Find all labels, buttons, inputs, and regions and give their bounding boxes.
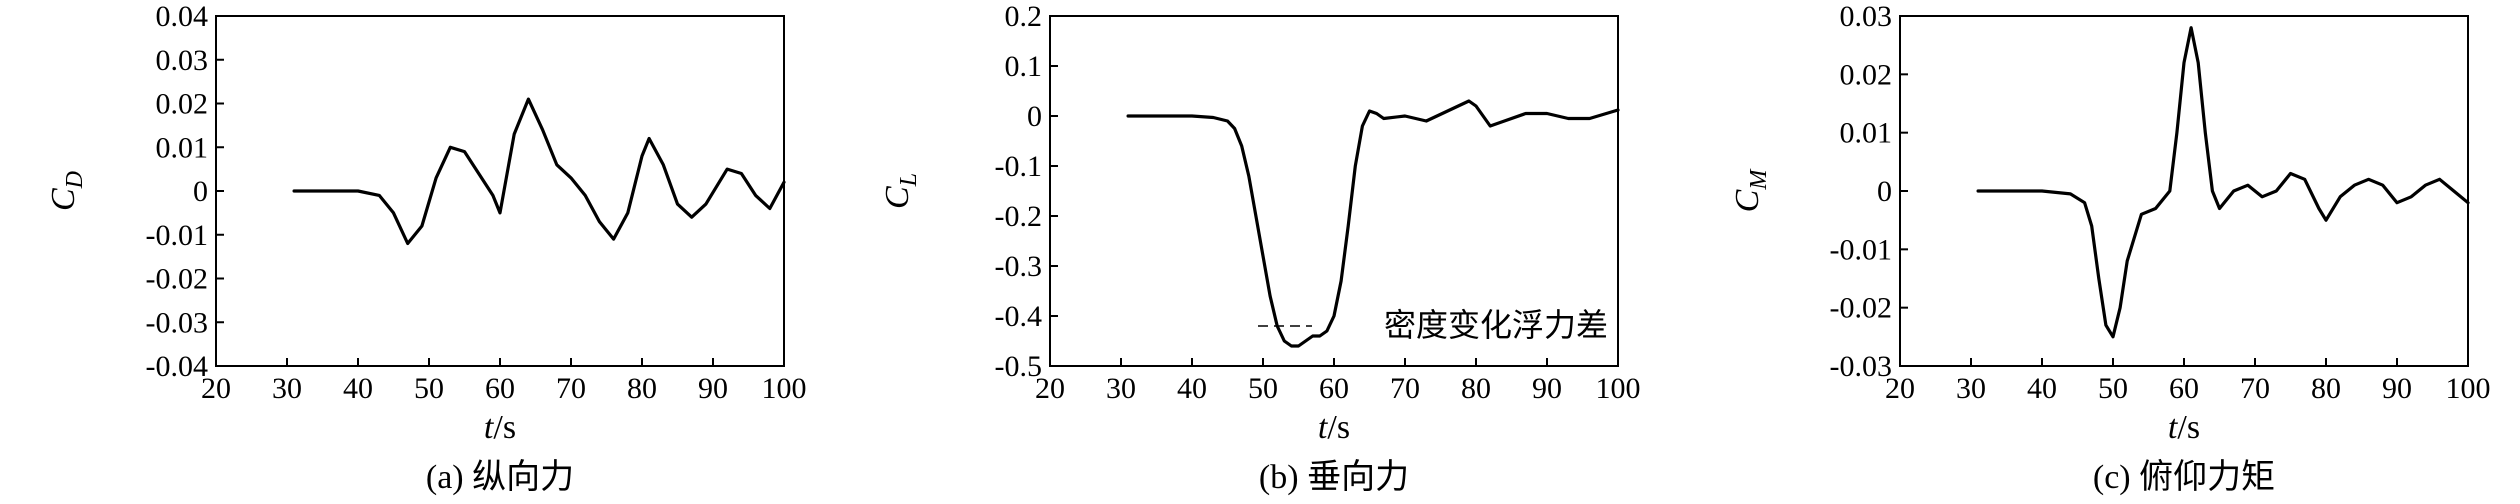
x-tick-label: 80 [627,372,657,405]
y-tick-label: 0 [1877,175,1892,208]
y-tick-label: 0.04 [156,0,209,33]
chart-panel-1: 20 30 40 50 60 70 80 90 100 0.04 0.03 0.02 0.01 0 -0.0… [45,0,807,496]
y-tick-label: -0.02 [1830,292,1893,325]
y-axis-label-sub: M [1746,168,1772,191]
x-tick-label: 40 [343,372,373,405]
x-tick-label: 20 [1035,372,1065,405]
x-tick-label: 100 [2446,372,2491,405]
x-axis-label-unit: /s [493,409,516,446]
x-axis-label-unit: /s [2177,409,2200,446]
y-axis-label-sub: D [62,171,88,189]
y-tick-label: 0.1 [1005,50,1043,83]
series-line-1 [1976,26,2470,339]
series-line-1 [292,97,786,246]
y-tick-label: -0.02 [146,263,209,296]
series-line-1 [1126,99,1620,348]
x-tick-label: 90 [2382,372,2412,405]
chart-panel-2: 20 30 40 50 60 70 80 90 100 0.2 0.1 0 -0.1 -0.2 -0.3 -0… [879,0,1641,496]
x-tick-label: 50 [414,372,444,405]
y-tick-label: -0.1 [995,150,1043,183]
y-tick-label: -0.2 [995,200,1043,233]
chart-panel-3: 20 30 40 50 60 70 80 90 100 0.03 0.02 0.01 0 -0.01 -0.… [1729,0,2491,496]
y-tick-label: -0.04 [146,350,209,383]
y-tick-label: 0.01 [1840,117,1893,150]
x-axis-label: t/s [484,409,516,446]
y-axis-label: CL [879,173,922,209]
x-tick-label: 20 [1885,372,1915,405]
x-tick-label: 70 [556,372,586,405]
x-tick-label: 60 [2169,372,2199,405]
y-tick-label: 0 [1027,100,1042,133]
x-axis-label: t/s [2168,409,2200,446]
y-axis-label-main: C [45,188,82,211]
x-tick-label: 40 [2027,372,2057,405]
x-tick-label: 80 [2311,372,2341,405]
x-tick-label: 50 [2098,372,2128,405]
y-axis-label-sub: L [896,173,922,187]
x-axis-label-var: t [1318,409,1329,446]
panel-caption: (c) 俯仰力矩 [2093,458,2275,496]
y-axis-label: CD [45,171,88,211]
x-tick-label: 100 [1596,372,1641,405]
y-axis-label-main: C [1729,189,1766,212]
y-tick-label: -0.4 [995,300,1043,333]
x-tick-label: 20 [201,372,231,405]
x-tick-label: 30 [1106,372,1136,405]
x-tick-label: 90 [698,372,728,405]
legend-label: 密度变化浮力差 [1384,307,1608,343]
x-tick-label: 40 [1177,372,1207,405]
x-tick-label: 30 [272,372,302,405]
x-axis-label-unit: /s [1327,409,1350,446]
y-axis-label-main: C [879,186,916,209]
y-tick-label: 0.02 [1840,58,1893,91]
y-tick-label: -0.03 [146,306,209,339]
x-tick-label: 70 [2240,372,2270,405]
y-tick-label: 0 [193,175,208,208]
x-axis-label: t/s [1318,409,1350,446]
x-axis-label-var: t [2168,409,2179,446]
y-tick-label: -0.01 [146,219,209,252]
x-tick-label: 80 [1461,372,1491,405]
x-tick-label: 30 [1956,372,1986,405]
x-tick-label: 60 [1319,372,1349,405]
x-tick-label: 60 [485,372,515,405]
y-tick-label: 0.03 [1840,0,1893,33]
y-tick-label: -0.01 [1830,233,1893,266]
y-tick-label: -0.03 [1830,350,1893,383]
x-tick-label: 50 [1248,372,1278,405]
x-tick-label: 70 [1390,372,1420,405]
x-axis-label-var: t [484,409,495,446]
y-tick-label: -0.5 [995,350,1043,383]
y-axis-label: CM [1729,168,1772,213]
x-tick-label: 100 [762,372,807,405]
y-tick-label: 0.03 [156,44,209,77]
x-tick-label: 90 [1532,372,1562,405]
y-tick-label: 0.2 [1005,0,1043,33]
y-tick-label: 0.02 [156,88,209,121]
y-tick-label: 0.01 [156,131,209,164]
panel-caption: (a) 纵向力 [426,458,574,496]
panel-caption: (b) 垂向力 [1259,458,1409,496]
y-tick-label: -0.3 [995,250,1043,283]
